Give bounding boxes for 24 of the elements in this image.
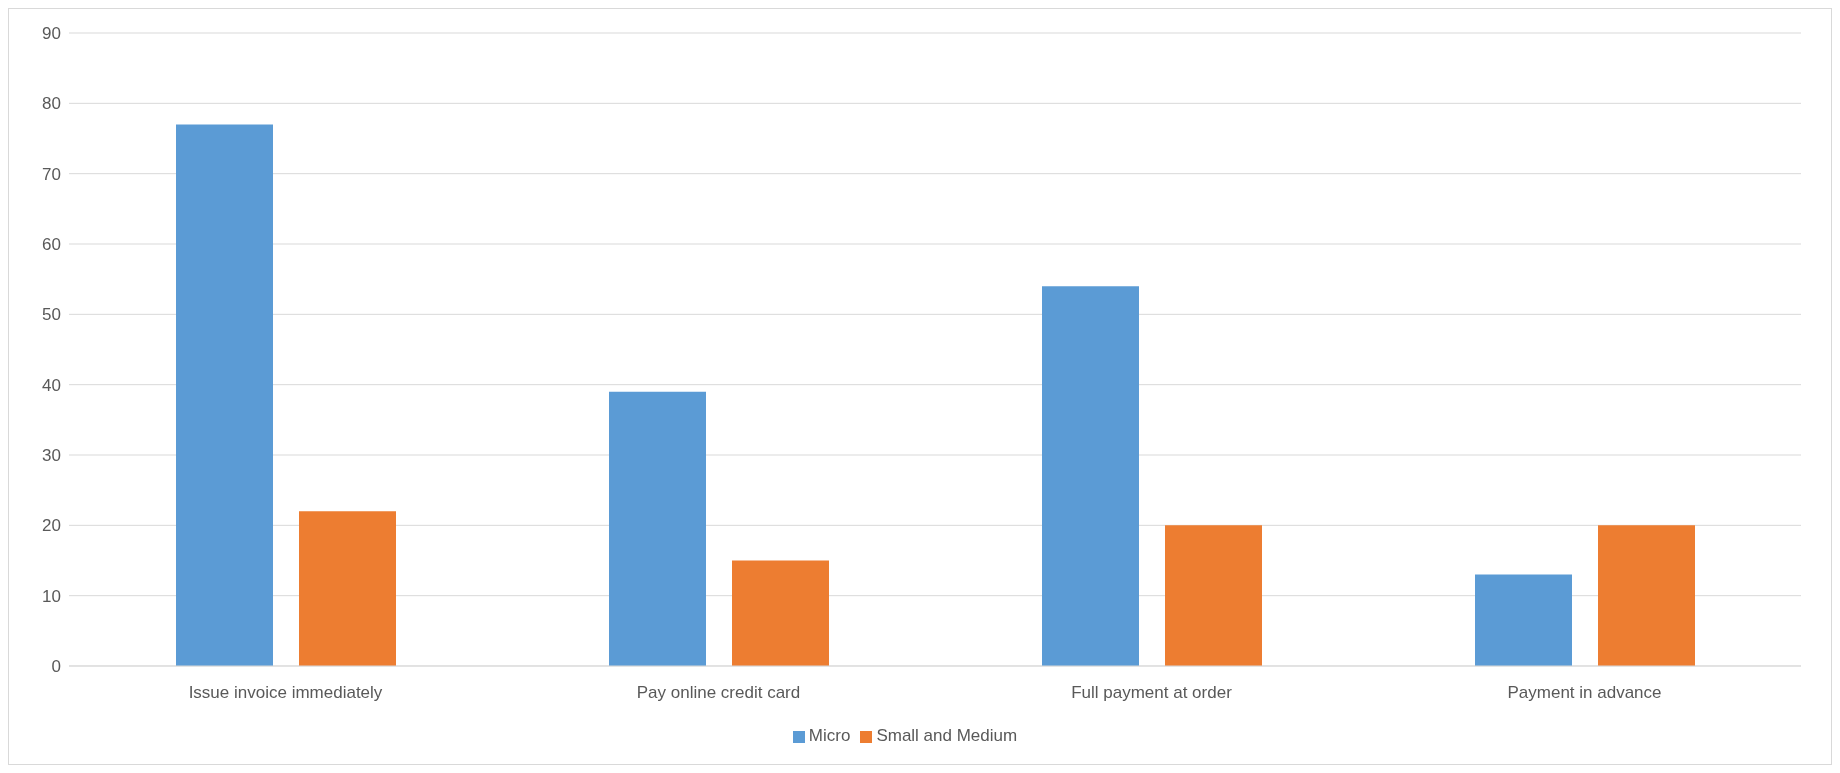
bar: [1165, 525, 1262, 666]
y-tick-label: 80: [42, 94, 61, 114]
bar: [732, 560, 829, 666]
bar: [1598, 525, 1695, 666]
y-tick-label: 50: [42, 305, 61, 325]
legend-label: Micro: [808, 726, 851, 745]
bar: [299, 511, 396, 666]
y-tick-label: 40: [42, 375, 61, 395]
x-tick-label: Pay online credit card: [636, 683, 801, 703]
y-tick-label: 70: [42, 164, 61, 184]
y-tick-label: 60: [42, 235, 61, 255]
x-tick-label: Issue invoice immediately: [188, 683, 383, 703]
y-tick-label: 20: [42, 516, 61, 536]
y-tick-label: 30: [42, 446, 61, 466]
y-tick-label: 10: [42, 586, 61, 606]
bar: [1475, 574, 1572, 666]
x-tick-label: Payment in advance: [1507, 683, 1662, 703]
y-tick-label: 0: [51, 657, 61, 677]
x-tick-label: Full payment at order: [1071, 683, 1233, 703]
bar: [176, 124, 273, 666]
bar: [1042, 286, 1139, 666]
legend-label: Small and Medium: [876, 726, 1018, 745]
y-tick-label: 90: [42, 24, 61, 44]
bar: [609, 391, 706, 666]
